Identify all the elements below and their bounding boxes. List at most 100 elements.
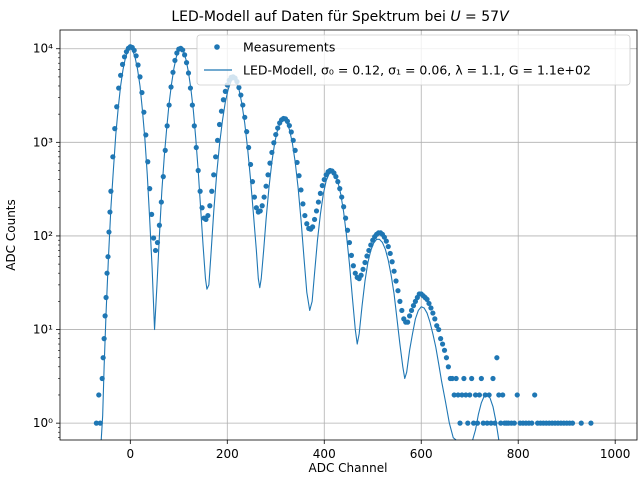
measurement-point <box>436 326 442 333</box>
measurement-point <box>310 224 316 230</box>
measurement-point <box>149 211 155 217</box>
measurement-point <box>490 375 496 382</box>
measurement-point <box>242 114 248 120</box>
measurement-point <box>496 392 502 398</box>
measurement-point <box>203 216 209 223</box>
y-axis-label: ADC Counts <box>4 199 18 271</box>
measurement-point <box>389 259 395 265</box>
measurement-point <box>197 188 203 194</box>
model-curve <box>100 46 457 441</box>
measurement-point <box>213 154 219 160</box>
x-axis-label: ADC Channel <box>309 461 388 475</box>
measurement-point <box>341 204 347 210</box>
measurement-point <box>395 288 401 294</box>
measurement-point <box>472 392 479 398</box>
x-tick-label: 1000 <box>600 447 631 461</box>
y-tick-label: 10⁴ <box>33 42 53 56</box>
measurement-point <box>348 252 355 258</box>
measurement-point <box>459 392 465 398</box>
measurement-point <box>96 392 102 398</box>
measurement-point <box>304 221 310 227</box>
x-axis: 0 200 400 600 800 1000 <box>126 440 630 461</box>
y-axis: 10⁰ 10¹ 10² 10³ 10⁴ <box>33 42 60 438</box>
measurement-point <box>156 222 162 228</box>
measurement-point <box>405 319 411 325</box>
measurement-point <box>321 176 327 183</box>
measurement-point <box>352 270 358 276</box>
measurement-point <box>209 188 215 194</box>
y-tick-label: 10⁰ <box>33 416 53 430</box>
measurement-point <box>205 212 211 219</box>
measurement-point <box>451 392 457 398</box>
measurement-point <box>397 298 403 304</box>
measurement-point <box>514 392 520 398</box>
measurement-point <box>381 234 387 240</box>
x-tick-label: 400 <box>313 447 336 461</box>
measurement-point <box>102 313 108 319</box>
model-curve <box>472 394 500 441</box>
measurement-point <box>296 173 302 179</box>
measurement-point <box>152 247 159 254</box>
measurement-point <box>455 392 461 398</box>
measurement-point <box>393 278 399 284</box>
measurement-point <box>207 203 213 209</box>
measurement-point <box>408 307 415 314</box>
measurement-point <box>150 235 157 241</box>
measurement-point <box>471 420 477 426</box>
measurement-point <box>93 420 99 426</box>
measurement-point <box>428 305 434 311</box>
measurement-point <box>445 364 451 370</box>
measurement-point <box>494 355 500 361</box>
legend-label-model: LED-Modell, σ₀ = 0.12, σ₁ = 0.06, λ = 1.… <box>243 63 591 78</box>
measurement-point <box>498 420 504 426</box>
measurement-point <box>453 375 459 382</box>
y-tick-label: 10¹ <box>33 323 53 337</box>
measurement-point <box>350 263 356 269</box>
measurement-point <box>253 205 259 211</box>
measurement-point <box>434 323 440 329</box>
measurement-point <box>569 420 576 426</box>
legend-label-measurements: Measurements <box>243 40 335 55</box>
measurement-point <box>313 208 320 214</box>
measurement-point <box>412 298 419 304</box>
measurement-point <box>463 392 469 398</box>
measurement-point <box>449 375 455 382</box>
y-tick-label: 10³ <box>33 135 53 149</box>
measurement-point <box>103 294 109 301</box>
measurement-point <box>406 313 413 319</box>
measurement-point <box>211 172 217 178</box>
measurement-point <box>251 194 258 200</box>
measurement-point <box>107 209 113 215</box>
measurement-point <box>261 194 267 200</box>
measurement-point <box>257 208 263 214</box>
measurement-point <box>300 201 306 207</box>
measurement-point <box>424 296 430 302</box>
chart-title: LED-Modell auf Daten für Spektrum bei U … <box>171 9 510 25</box>
measurement-point <box>364 253 370 259</box>
measurement-point <box>97 420 103 426</box>
legend: Measurements LED-Modell, σ₀ = 0.12, σ₁ =… <box>196 34 631 86</box>
measurement-point <box>383 238 389 244</box>
measurement-point <box>387 250 393 257</box>
measurement-point <box>430 310 436 316</box>
measurement-point <box>360 266 366 272</box>
measurement-point <box>108 188 114 194</box>
measurement-point <box>478 375 484 382</box>
measurement-point <box>315 199 322 205</box>
measurement-point <box>298 187 304 193</box>
measurement-point <box>529 420 535 426</box>
measurement-point <box>469 375 475 382</box>
measurement-point <box>511 420 517 426</box>
measurement-point <box>216 121 223 128</box>
y-tick-label: 10² <box>33 229 53 243</box>
legend-marker-measurements <box>214 44 220 50</box>
measurement-point <box>311 216 318 223</box>
measurement-point <box>532 392 538 398</box>
measurement-point <box>441 347 448 353</box>
measurement-point <box>106 229 112 235</box>
measurement-point <box>385 243 391 250</box>
measurement-point <box>259 203 265 209</box>
x-tick-label: 0 <box>126 447 134 461</box>
measurement-point <box>426 300 432 307</box>
